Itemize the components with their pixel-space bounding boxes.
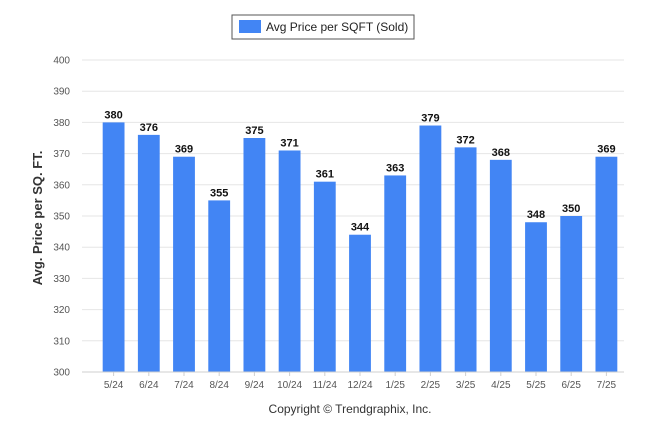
copyright-text: Copyright © Trendgraphix, Inc. — [269, 402, 432, 416]
x-tick-label: 5/24 — [104, 380, 124, 391]
y-tick-label: 400 — [53, 56, 70, 67]
x-tick-label: 7/24 — [174, 380, 194, 391]
bar-value-label: 368 — [492, 147, 510, 159]
bar-value-label: 375 — [245, 125, 263, 137]
bar[interactable] — [173, 156, 195, 372]
bar[interactable] — [313, 181, 336, 372]
bar[interactable] — [454, 147, 477, 372]
x-tick-label: 8/24 — [209, 380, 229, 391]
y-tick-label: 300 — [53, 368, 70, 379]
bar-value-label: 369 — [175, 144, 193, 156]
bar[interactable] — [278, 150, 301, 372]
x-tick-label: 1/25 — [385, 380, 405, 391]
y-tick-label: 370 — [53, 149, 70, 160]
x-tick-label: 12/24 — [347, 380, 372, 391]
bar[interactable] — [384, 175, 407, 372]
bar-value-label: 344 — [351, 222, 370, 234]
bar[interactable] — [525, 222, 547, 372]
bar-value-label: 361 — [316, 169, 334, 181]
x-axis: 5/24 6/24 7/24 8/24 9/24 10/24 11/24 12/24 1/25 2… — [82, 371, 624, 391]
y-tick-label: 380 — [53, 118, 70, 129]
x-tick-label: 11/24 — [313, 380, 338, 391]
bar[interactable] — [102, 122, 125, 373]
bar-value-label: 379 — [421, 113, 439, 125]
x-tick-label: 6/24 — [139, 380, 159, 391]
y-tick-label: 320 — [53, 305, 70, 316]
legend-label: Avg Price per SQFT (Sold) — [266, 20, 408, 34]
y-tick-label: 310 — [53, 336, 70, 347]
bar[interactable] — [489, 159, 512, 372]
x-tick-label: 9/24 — [245, 380, 265, 391]
x-tick-label: 3/25 — [456, 380, 476, 391]
y-axis-title: Avg. Price per SQ. FT. — [30, 151, 45, 286]
bar[interactable] — [137, 134, 160, 372]
bar-value-label: 371 — [280, 137, 298, 149]
bar-value-label: 348 — [527, 209, 545, 221]
y-tick-label: 390 — [53, 87, 70, 98]
legend-box — [231, 14, 415, 40]
bar[interactable] — [595, 156, 618, 372]
legend-swatch — [239, 20, 261, 33]
x-tick-label: 5/25 — [526, 380, 546, 391]
bar-value-label: 355 — [210, 187, 228, 199]
bar-value-label: 376 — [140, 122, 158, 134]
y-tick-label: 350 — [53, 212, 70, 223]
bar-value-label: 372 — [456, 134, 474, 146]
y-tick-label: 360 — [53, 180, 70, 191]
data-labels: 380 376 369 355 375 371 361 344 363 379 372 368 348 3… — [104, 109, 615, 233]
bar-value-label: 363 — [386, 162, 404, 174]
bar-value-label: 369 — [597, 144, 615, 156]
x-tick-label: 2/25 — [421, 380, 441, 391]
x-tick-label: 10/24 — [277, 380, 302, 391]
bar[interactable] — [208, 200, 231, 372]
bar-value-label: 380 — [104, 109, 122, 121]
bar[interactable] — [349, 234, 371, 372]
legend[interactable]: Avg Price per SQFT (Sold) — [231, 14, 415, 40]
bar[interactable] — [419, 125, 442, 373]
x-tick-label: 6/25 — [561, 380, 581, 391]
bar-value-label: 350 — [562, 203, 580, 215]
y-tick-label: 340 — [53, 243, 70, 254]
bar[interactable] — [560, 216, 583, 372]
y-axis: 300 310 320 330 340 350 360 370 380 390 400 — [53, 56, 70, 379]
y-tick-label: 330 — [53, 274, 70, 285]
x-tick-label: 7/25 — [597, 380, 617, 391]
bar[interactable] — [243, 138, 266, 372]
x-tick-label: 4/25 — [491, 380, 511, 391]
bars — [102, 122, 618, 373]
